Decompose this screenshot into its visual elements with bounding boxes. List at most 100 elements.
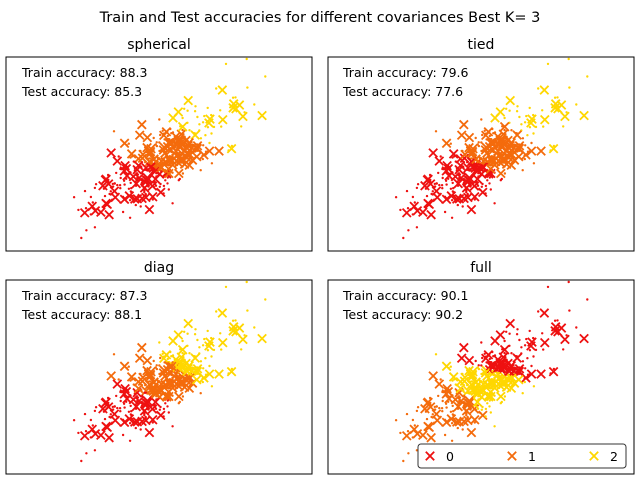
train-point [440,184,444,187]
train-point [489,411,492,414]
train-point [119,399,122,403]
train-point [482,170,485,173]
test-point [119,194,130,205]
test-point [145,146,156,157]
train-point [461,205,464,208]
train-point [179,367,182,370]
train-point [523,157,526,161]
test-point [98,403,108,414]
train-point [411,436,414,439]
train-point [407,452,410,455]
test-point [134,353,145,364]
train-point [215,310,218,313]
test-point [109,186,120,196]
test-point [539,85,550,95]
train-point [473,198,476,201]
train-point [458,173,462,176]
train-point [170,355,173,358]
train-point [450,422,454,425]
train-point [503,172,507,175]
train-point [103,194,107,198]
train-point [202,367,205,370]
test-point [428,371,439,381]
train-point [158,408,161,411]
legend-marker-1 [507,451,517,461]
test-point [155,187,166,198]
train-point [143,146,147,149]
train-point [89,418,93,422]
test-point [458,342,469,353]
train-point [199,137,203,140]
test-point [87,201,98,212]
train-point [499,384,502,387]
train-point [468,407,471,410]
train-point [480,372,483,376]
test-point [204,146,215,156]
train-point [124,164,128,167]
test-point [536,146,546,156]
train-point [453,378,456,381]
train-point [532,162,536,165]
train-point [138,400,141,403]
test-point [136,119,147,130]
train-point [89,213,93,216]
train-point [528,329,531,333]
train-point [565,334,568,337]
train-point [394,419,398,422]
test-point [539,337,550,348]
test-point [526,146,537,156]
test-point [204,341,214,351]
train-point [199,360,203,363]
test-point [147,414,158,425]
train-point [178,177,181,181]
train-point [135,182,138,185]
train-point [164,179,167,182]
train-point [196,115,199,119]
test-point [579,333,589,344]
train-point [485,361,488,364]
train-point [103,417,107,421]
test-point [451,417,462,427]
train-point [449,365,452,368]
test-point [106,148,117,158]
train-point [508,332,511,335]
train-point [204,150,208,153]
test-point [466,204,477,215]
train-point [168,172,171,175]
train-point [178,400,181,404]
train-point [112,353,116,356]
train-point [497,371,500,375]
train-point [104,427,107,430]
train-point [474,136,477,140]
train-point [484,407,488,411]
train-point [461,428,464,431]
test-point [226,366,237,377]
train-point [139,428,142,431]
test-point [163,164,174,174]
train-point [450,439,454,442]
train-point [128,439,132,442]
train-point [501,144,504,147]
test-point [90,205,101,216]
train-point [466,161,469,164]
train-point [188,129,191,132]
test-point [133,160,144,171]
train-point [182,365,186,368]
train-point [179,144,182,147]
train-point [177,161,180,164]
train-point [160,393,163,396]
train-point [215,87,218,90]
train-point [482,162,485,165]
train-point [500,177,503,181]
train-point [151,198,154,201]
train-point [488,386,491,390]
train-point [505,330,508,333]
train-point [203,376,206,379]
train-point [399,431,402,435]
train-point [123,183,126,186]
train-point [161,352,164,355]
train-point [474,404,477,407]
train-point [528,349,532,352]
train-point [444,393,447,396]
train-point [143,191,146,194]
